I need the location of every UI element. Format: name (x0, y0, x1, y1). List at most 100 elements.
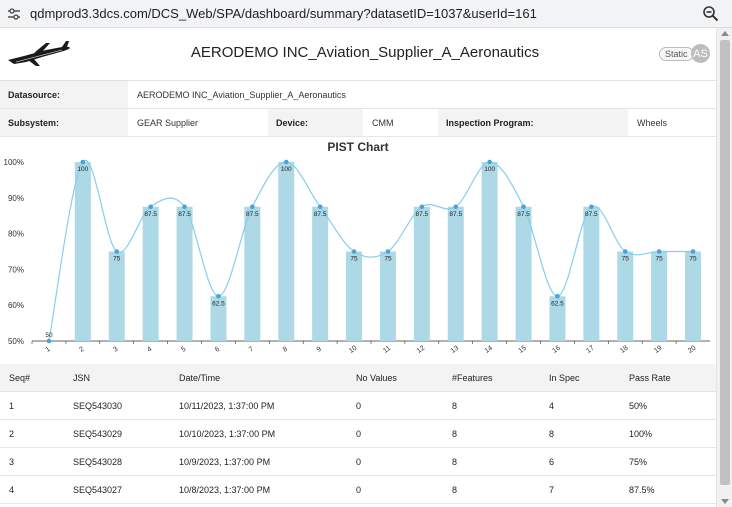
bar (549, 296, 566, 341)
data-label: 75 (350, 256, 358, 263)
data-label: 87.5 (517, 211, 530, 218)
table-header-cell: #Features (452, 373, 493, 383)
table-row[interactable]: 2 SEQ543029 10/10/2023, 1:37:00 PM 0 8 8 100% (0, 420, 716, 448)
datasource-value: AERODEMO INC_Aviation_Supplier_A_Aeronau… (128, 81, 716, 108)
bar (515, 206, 532, 341)
data-label: 100 (77, 166, 88, 173)
data-label: 75 (689, 256, 697, 263)
x-tick-label: 19 (653, 345, 663, 355)
x-tick-label: 10 (348, 345, 358, 355)
table-cell: SEQ543028 (73, 457, 123, 467)
data-label: 75 (384, 256, 392, 263)
data-point (589, 204, 594, 210)
table-header-cell: Pass Rate (629, 373, 671, 383)
dashboard-header: AERODEMO INC_Aviation_Supplier_A_Aeronau… (0, 28, 716, 81)
table-cell: 7 (549, 485, 555, 495)
data-point (419, 204, 425, 210)
data-point (555, 293, 560, 299)
subsystem-row: Subsystem: GEAR Supplier Device: CMM Ins… (0, 109, 716, 137)
inspection-program-label: Inspection Program: (438, 109, 628, 136)
bar (379, 251, 396, 341)
table-header-cell: No Values (356, 373, 397, 383)
table-cell: 8 (452, 401, 458, 411)
x-tick-label: 7 (248, 346, 255, 354)
y-tick-label: 70% (8, 265, 24, 274)
x-tick-label: 8 (282, 346, 289, 354)
user-avatar[interactable]: AS (691, 44, 710, 63)
jet-logo-icon (8, 41, 70, 66)
bar (312, 206, 329, 341)
x-tick-label: 3 (112, 346, 119, 354)
table-cell: 10/9/2023, 1:37:00 PM (179, 457, 271, 467)
bar (651, 251, 668, 341)
table-cell: 8 (452, 457, 458, 467)
data-point (148, 204, 153, 210)
x-tick-label: 20 (687, 345, 697, 355)
table-cell: 4 (9, 485, 15, 495)
table-header-cell: Date/Time (179, 373, 221, 383)
table-cell: 0 (356, 429, 362, 439)
y-tick-label: 100% (4, 158, 24, 167)
table-cell: 2 (9, 429, 15, 439)
table-row[interactable]: 4 SEQ543027 10/8/2023, 1:37:00 PM 0 8 7 87.5% (0, 476, 716, 504)
browser-address-bar: qdmprod3.3dcs.com/DCS_Web/SPA/dashboard/… (0, 0, 732, 28)
x-tick-label: 6 (214, 346, 221, 354)
pist-chart: PIST Chart 50% 60% 70% 80% 90% 100% 1 2 3 4 5 6 7 8 9 1… (0, 136, 716, 364)
data-point (46, 338, 52, 344)
inspection-program-value: Wheels (628, 109, 716, 136)
datasource-label: Datasource: (0, 81, 128, 108)
bar (481, 162, 498, 341)
x-tick-label: 12 (416, 345, 426, 355)
data-label: 87.5 (246, 211, 259, 218)
table-cell: SEQ543029 (73, 429, 123, 439)
data-label: 62.5 (551, 300, 564, 307)
table-cell: 8 (452, 485, 458, 495)
data-label: 87.5 (144, 211, 157, 218)
data-label: 87.5 (314, 211, 327, 218)
bar (176, 206, 193, 341)
bar (346, 251, 363, 341)
table-cell: 75% (629, 457, 648, 467)
data-label: 62.5 (212, 300, 225, 307)
datasource-row: Datasource: AERODEMO INC_Aviation_Suppli… (0, 81, 716, 109)
table-cell: 0 (356, 485, 362, 495)
data-label: 100 (281, 166, 292, 173)
x-tick-label: 4 (146, 346, 153, 354)
data-label: 87.5 (178, 211, 191, 218)
table-cell: 3 (9, 457, 15, 467)
data-label: 75 (113, 256, 121, 263)
y-tick-label: 80% (8, 230, 24, 239)
bar (142, 206, 159, 341)
zoom-out-icon[interactable] (702, 5, 720, 23)
table-cell: 8 (452, 429, 458, 439)
data-point (690, 249, 696, 254)
table-header-cell: In Spec (549, 373, 580, 383)
page-scrollbar[interactable] (716, 28, 732, 507)
bar (413, 206, 430, 341)
scroll-up-arrow-icon[interactable] (721, 31, 729, 36)
data-point (351, 249, 357, 254)
chart-title: PIST Chart (327, 140, 389, 154)
data-point (656, 249, 662, 254)
data-point (114, 249, 120, 254)
x-tick-label: 1 (44, 346, 51, 354)
data-point (283, 159, 289, 165)
table-row[interactable]: 3 SEQ543028 10/9/2023, 1:37:00 PM 0 8 6 75% (0, 448, 716, 476)
data-label: 75 (656, 256, 664, 263)
subsystem-label: Subsystem: (0, 109, 128, 136)
site-settings-icon[interactable] (0, 0, 28, 28)
table-row[interactable]: 1 SEQ543030 10/11/2023, 1:37:00 PM 0 8 4 50% (0, 392, 716, 420)
table-header-cell: Seq# (9, 373, 31, 383)
scroll-down-arrow-icon[interactable] (721, 499, 729, 504)
scrollbar-thumb[interactable] (720, 40, 730, 485)
bar (74, 162, 91, 341)
url-text[interactable]: qdmprod3.3dcs.com/DCS_Web/SPA/dashboard/… (30, 6, 537, 21)
data-label: 87.5 (449, 211, 462, 218)
table-cell: 10/8/2023, 1:37:00 PM (179, 485, 271, 495)
data-point (487, 159, 492, 165)
bar (210, 296, 227, 341)
x-tick-label: 9 (316, 346, 323, 354)
y-tick-label: 60% (8, 301, 24, 310)
data-label: 50 (45, 332, 53, 339)
static-badge[interactable]: Static (659, 47, 694, 61)
